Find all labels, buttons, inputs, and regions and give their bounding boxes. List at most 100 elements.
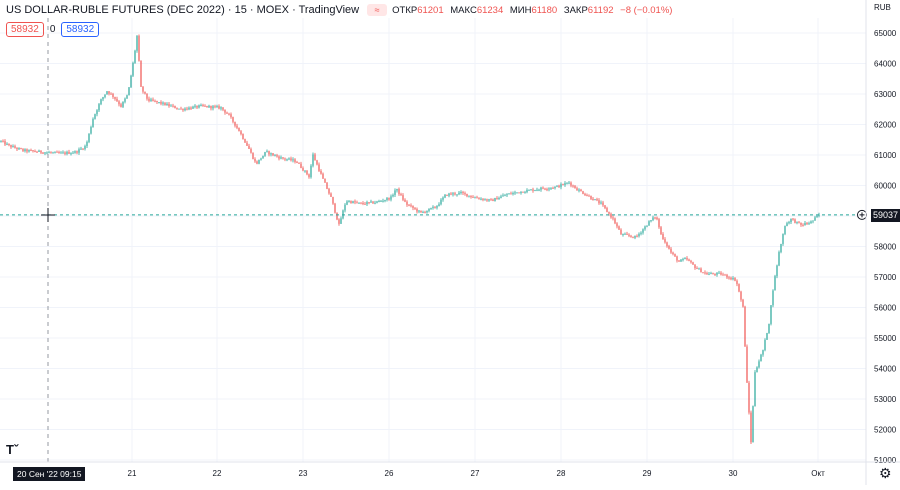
candle-up xyxy=(512,193,514,195)
price-tick-label: 53000 xyxy=(874,395,897,404)
candle-down xyxy=(356,202,358,204)
candle-up xyxy=(770,305,772,324)
candle-down xyxy=(142,86,144,92)
candle-up xyxy=(132,62,134,76)
candle-down xyxy=(728,277,730,279)
candle-down xyxy=(588,195,590,197)
candle-up xyxy=(442,197,444,200)
candle-up xyxy=(528,189,530,191)
candle-up xyxy=(220,107,222,109)
high-value: 61234 xyxy=(476,4,504,16)
candle-up xyxy=(774,276,776,291)
buy-button[interactable]: 58932 xyxy=(61,22,100,37)
candle-down xyxy=(446,194,448,196)
candle-up xyxy=(52,152,54,154)
candle-down xyxy=(228,113,230,115)
candle-up xyxy=(258,159,260,164)
candle-up xyxy=(84,146,86,150)
candle-down xyxy=(284,158,286,160)
candle-down xyxy=(742,299,744,307)
candle-up xyxy=(310,165,312,178)
tradingview-logo-icon[interactable]: Tˇ xyxy=(6,442,19,457)
last-price-badge: 59037 xyxy=(871,209,900,222)
candle-up xyxy=(128,87,130,96)
candle-down xyxy=(518,192,520,194)
time-axis[interactable]: 21 22 23 26 27 28 29 30 Окт xyxy=(0,461,900,478)
candle-down xyxy=(714,274,716,276)
candle-up xyxy=(506,194,508,196)
candle-up xyxy=(348,200,350,202)
candle-down xyxy=(694,264,696,269)
candle-up xyxy=(516,192,518,194)
candle-down xyxy=(316,160,318,165)
candle-down xyxy=(226,112,228,114)
candle-down xyxy=(688,259,690,261)
candle-up xyxy=(772,290,774,306)
symbol-title[interactable]: US DOLLAR-RUBLE FUTURES (DEC 2022) · 15 … xyxy=(6,4,360,16)
candle-down xyxy=(616,223,618,227)
candle-down xyxy=(398,188,400,195)
candle-down xyxy=(664,239,666,243)
price-tick-label: 56000 xyxy=(874,304,897,313)
candle-down xyxy=(156,100,158,103)
candle-up xyxy=(622,233,624,235)
candle-down xyxy=(148,98,150,101)
candle-up xyxy=(178,108,180,110)
sell-button[interactable]: 58932 xyxy=(6,22,44,37)
candle-down xyxy=(372,201,374,204)
candle-up xyxy=(386,198,388,200)
ohlc-values: ОТКР61201 МАКС61234 МИН61180 ЗАКР61192 −… xyxy=(392,5,676,16)
candle-up xyxy=(374,202,376,204)
candle-up xyxy=(270,153,272,155)
candle-down xyxy=(210,105,212,109)
candle-up xyxy=(540,187,542,190)
candle-down xyxy=(676,256,678,261)
candle-down xyxy=(612,217,614,219)
candle-down xyxy=(596,199,598,201)
candle-up xyxy=(788,222,790,224)
candle-down xyxy=(552,187,554,189)
candle-up xyxy=(796,221,798,223)
candle-up xyxy=(494,197,496,202)
candle-down xyxy=(40,150,42,153)
candle-down xyxy=(2,140,4,142)
gear-icon[interactable]: ⚙ xyxy=(879,465,892,481)
eye-toggle-icon[interactable]: ≈ xyxy=(367,4,388,16)
candle-down xyxy=(798,221,800,223)
candle-down xyxy=(574,185,576,189)
candle-up xyxy=(534,190,536,192)
candle-down xyxy=(30,150,32,152)
candle-down xyxy=(244,139,246,143)
candle-up xyxy=(634,235,636,238)
candle-down xyxy=(658,219,660,228)
close-label: ЗАКР xyxy=(563,4,588,16)
candle-up xyxy=(38,150,40,152)
price-axis[interactable]: 51000 52000 53000 54000 55000 56000 57000 58000… xyxy=(865,0,897,485)
candle-down xyxy=(486,199,488,201)
candle-down xyxy=(76,151,78,153)
candle-up xyxy=(810,221,812,224)
candle-down xyxy=(598,200,600,204)
candle-down xyxy=(690,260,692,263)
candle-down xyxy=(558,185,560,188)
candle-down xyxy=(720,272,722,275)
candle-up xyxy=(440,199,442,205)
candle-down xyxy=(248,145,250,149)
candle-up xyxy=(524,192,526,194)
candle-up xyxy=(762,350,764,355)
candle-down xyxy=(662,234,664,240)
candle-down xyxy=(140,60,142,87)
candle-up xyxy=(130,75,132,88)
candle-down xyxy=(296,161,298,163)
candle-down xyxy=(416,208,418,212)
trade-boxes: 58932 0 58932 xyxy=(6,22,100,37)
candle-up xyxy=(480,198,482,200)
candle-down xyxy=(792,218,794,220)
currency-label[interactable]: RUB xyxy=(874,3,891,12)
candle-down xyxy=(424,211,426,213)
open-label: ОТКР xyxy=(392,4,418,16)
candle-down xyxy=(250,148,252,153)
candle-up xyxy=(396,188,398,191)
